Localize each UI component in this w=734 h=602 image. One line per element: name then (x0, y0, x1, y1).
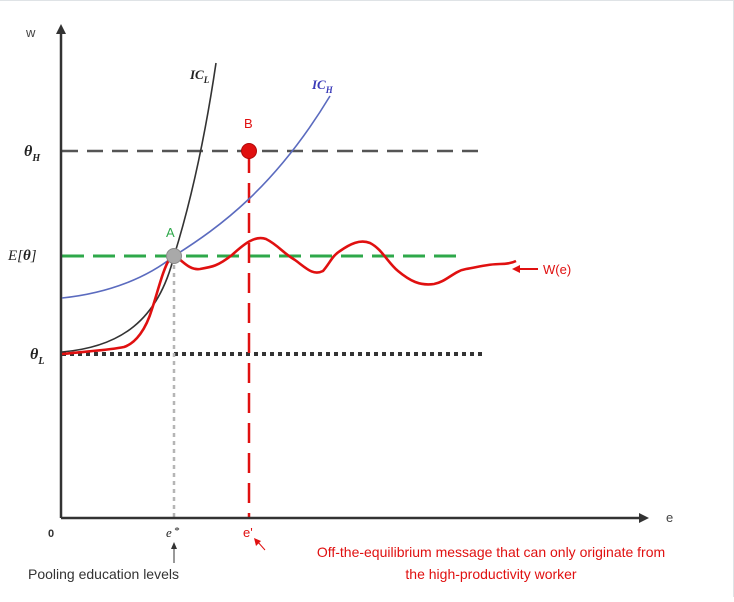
off-equilibrium-pointer-arrowhead (254, 538, 261, 546)
off-equilibrium-annotation-line2: the high-productivity worker (405, 566, 577, 582)
e-prime-label: e' (243, 525, 253, 540)
expected-theta-label: E[θ] (7, 248, 37, 264)
wage-label-arrowhead (512, 265, 520, 273)
point-a-marker (166, 248, 182, 264)
wage-schedule-curve (61, 236, 517, 356)
y-axis-label: w (25, 25, 36, 40)
ic-l-label: ICL (189, 67, 210, 85)
pooling-pointer-arrowhead (171, 542, 177, 549)
x-axis-label: e (666, 510, 673, 525)
ic-l-curve (61, 62, 217, 353)
ic-h-label: ICH (311, 77, 334, 95)
theta-h-label: θH (24, 143, 41, 164)
point-b-marker (241, 143, 257, 159)
e-star-label: e * (166, 525, 180, 540)
theta-l-label: θL (30, 346, 44, 367)
pooling-annotation: Pooling education levels (28, 566, 179, 582)
point-b-label: B (244, 116, 253, 131)
off-equilibrium-annotation-line1: Off-the-equilibrium message that can onl… (317, 544, 665, 560)
wage-curve-label: W(e) (543, 262, 571, 277)
ic-h-curve (61, 95, 331, 299)
origin-label: 0 (48, 528, 54, 540)
point-a-label: A (166, 225, 175, 240)
